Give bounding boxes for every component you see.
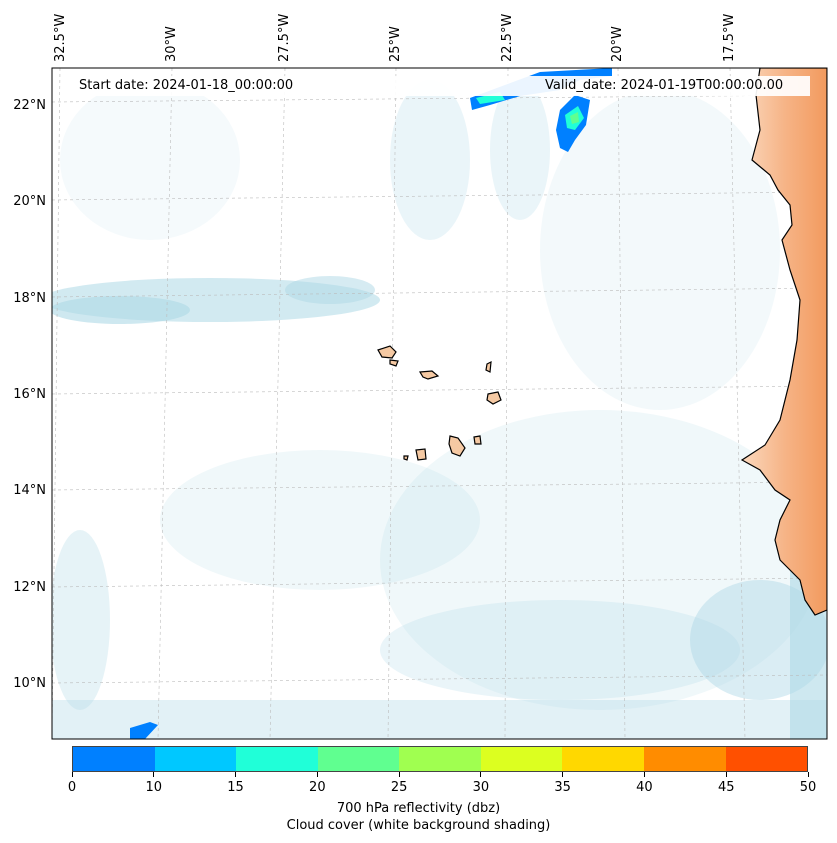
colorbar-segment [399,747,481,771]
colorbar-tick-label: 20 [309,780,326,795]
colorbar-tick [480,772,482,777]
colorbar-tick-label: 40 [636,780,653,795]
colorbar-segment [73,747,155,771]
colorbar-segment [643,747,726,771]
colorbar-segment [236,747,318,771]
cloud-cover-shading [52,80,827,739]
lat-label: 18°N [13,291,46,306]
start-date-label: Start date: 2024-01-18_00:00:00 [79,78,294,93]
colorbar-tick-label: 35 [554,780,571,795]
lat-label: 22°N [13,98,46,113]
lon-label: 25°W [388,26,403,62]
colorbar-subtitle: Cloud cover (white background shading) [286,818,551,833]
cape-verde-islands [377,345,502,461]
graticule [52,68,827,739]
colorbar-segment [725,747,808,771]
lat-label: 14°N [13,483,46,498]
lat-label: 16°N [13,387,46,402]
colorbar-tick-label: 30 [472,780,490,795]
colorbar-segment [317,747,400,771]
valid-date-label: Valid_date: 2024-01-19T00:00:00.00 [545,78,784,93]
colorbar-tick [153,772,155,777]
colorbar-tick-label: 45 [717,780,735,795]
lon-label: 30°W [164,26,179,62]
colorbar-tick-label: 0 [67,780,77,795]
colorbar-tick-label: 25 [390,780,408,795]
colorbar [72,746,808,772]
colorbar-tick [316,772,318,777]
lon-label: 22.5°W [500,13,515,62]
lon-label: 17.5°W [722,13,737,62]
colorbar-segment [480,747,563,771]
colorbar-tick [807,772,809,777]
colorbar-tick [71,772,73,777]
colorbar-tick [562,772,564,777]
africa-coastline [740,68,827,616]
colorbar-tick [643,772,645,777]
colorbar-tick [398,772,400,777]
lat-label: 12°N [13,580,46,595]
colorbar-tick-label: 50 [799,780,817,795]
colorbar-tick-label: 10 [145,780,163,795]
lon-label: 32.5°W [53,13,68,62]
lon-label: 20°W [610,26,625,62]
lon-label: 27.5°W [277,13,292,62]
colorbar-segment [154,747,237,771]
colorbar-title: 700 hPa reflectivity (dbz) [336,801,501,816]
lat-label: 10°N [13,676,46,691]
colorbar-tick [235,772,237,777]
colorbar-tick [725,772,727,777]
lat-label: 20°N [13,194,46,209]
colorbar-segment [562,747,644,771]
colorbar-tick-label: 15 [227,780,244,795]
